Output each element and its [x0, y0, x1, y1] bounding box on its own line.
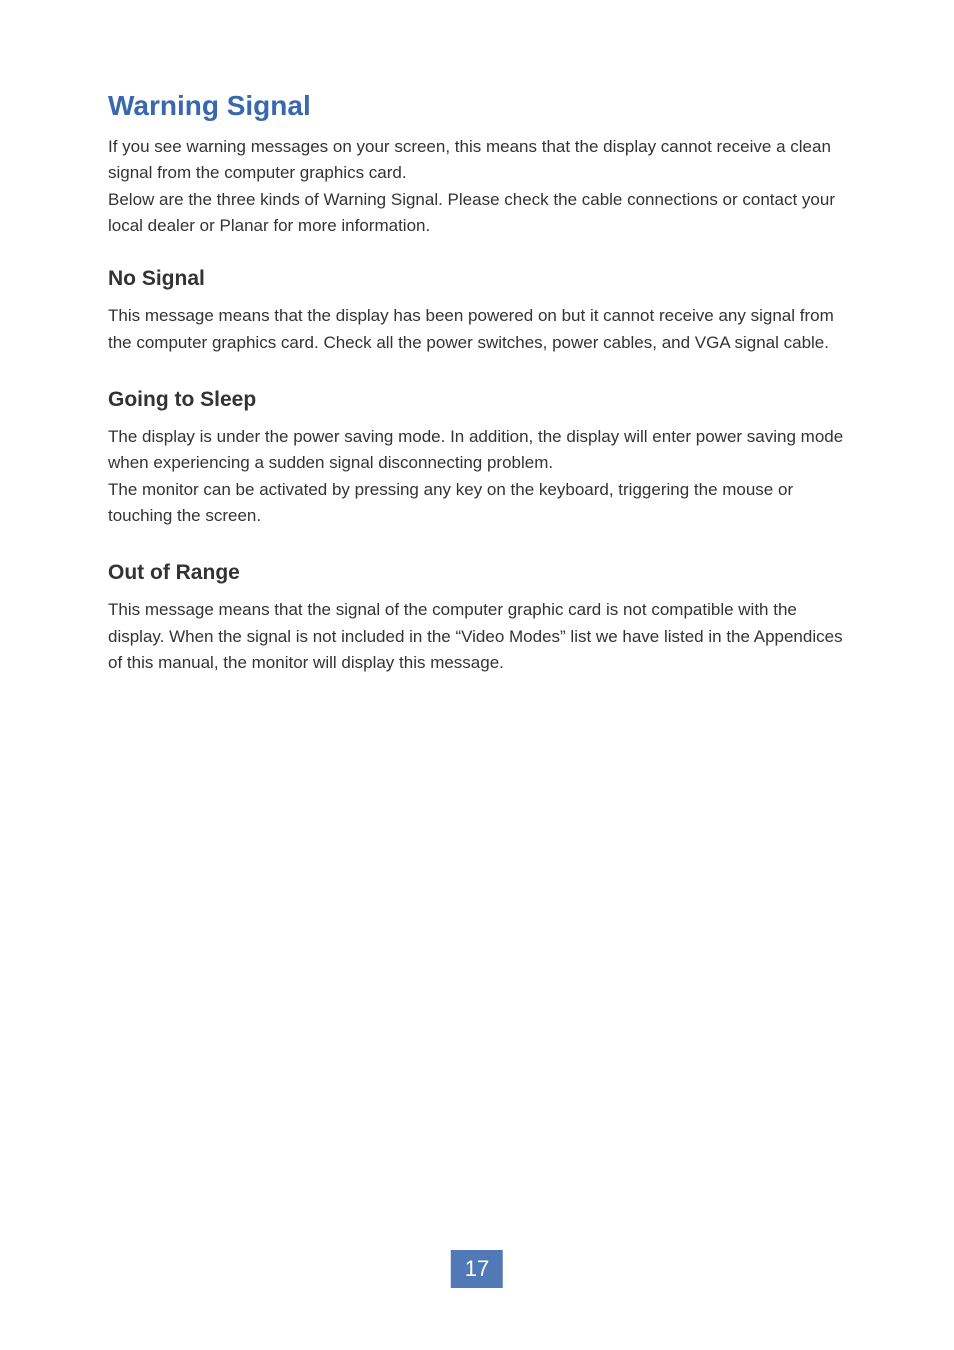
section-heading-going-to-sleep: Going to Sleep [108, 388, 846, 412]
intro-paragraph-2: Below are the three kinds of Warning Sig… [108, 190, 835, 235]
page-content: Warning Signal If you see warning messag… [0, 0, 954, 676]
section-body-going-to-sleep: The display is under the power saving mo… [108, 424, 846, 529]
section-body-out-of-range: This message means that the signal of th… [108, 597, 846, 676]
intro-text-block: If you see warning messages on your scre… [108, 134, 846, 239]
section-heading-out-of-range: Out of Range [108, 561, 846, 585]
going-to-sleep-paragraph-1: The display is under the power saving mo… [108, 427, 843, 472]
intro-paragraph-1: If you see warning messages on your scre… [108, 137, 831, 182]
section-heading-no-signal: No Signal [108, 267, 846, 291]
page-number: 17 [451, 1250, 503, 1288]
going-to-sleep-paragraph-2: The monitor can be activated by pressing… [108, 480, 793, 525]
main-title: Warning Signal [108, 90, 846, 122]
section-body-no-signal: This message means that the display has … [108, 303, 846, 356]
